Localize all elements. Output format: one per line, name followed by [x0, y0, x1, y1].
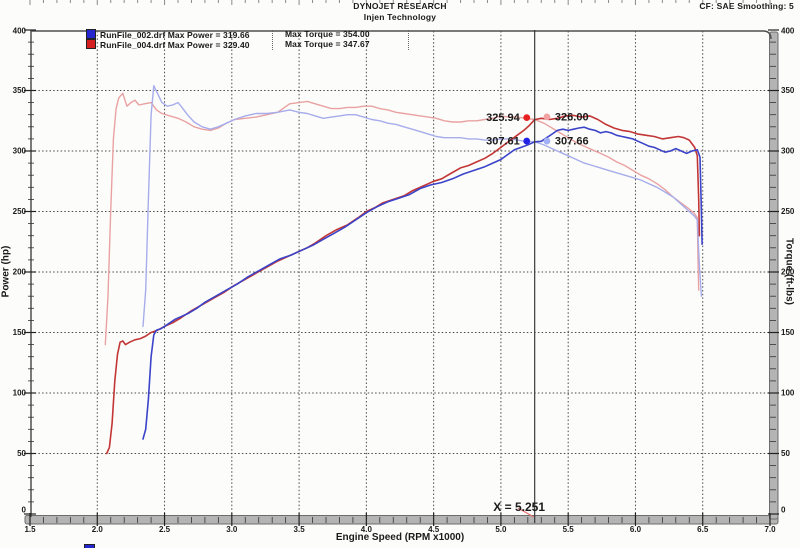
legend-max-torque: Max Torque = 347.67 [285, 39, 370, 49]
y-axis-tick-label: 150 [13, 328, 27, 337]
cursor-pointer-line [517, 507, 534, 518]
x-axis-tick-label: 6.5 [697, 525, 709, 534]
cursor-value-dot [543, 113, 551, 121]
series-runfile_004-drf-torque [104, 92, 700, 346]
y-axis-tick-label: 300 [781, 147, 795, 156]
cursor-value-label: 307.61 [486, 136, 520, 148]
x-axis-tick-label: 4.0 [361, 525, 373, 534]
x-axis-tick-label: 1.5 [24, 525, 36, 534]
legend-swatch-red [86, 39, 96, 49]
legend-column-divider [408, 30, 409, 50]
x-axis-title: Engine Speed (RPM x1000) [335, 532, 465, 543]
y-axis-tick-label: 150 [781, 328, 795, 337]
x-axis-tick-label: 2.5 [159, 525, 171, 534]
x-axis-tick-label: 3.0 [226, 525, 238, 534]
series-runfile_002-drf-torque [142, 84, 703, 328]
cursor-value-dot [523, 114, 531, 122]
y-axis-tick-label: 250 [781, 207, 795, 216]
y-axis-tick-label: 300 [13, 147, 27, 156]
y-axis-tick-label: 50 [781, 449, 790, 458]
x-axis-tick-label: 5.5 [563, 525, 575, 534]
legend-label: RunFile_002.drf Max Power = 319.66 [100, 30, 250, 40]
report-title: DYNOJET RESEARCH [353, 1, 447, 11]
y-axis-tick-label: 350 [13, 86, 27, 95]
cursor-value-dot [523, 137, 531, 145]
series-runfile_002-drf-power [142, 126, 703, 440]
legend-row-runfile-002[interactable]: RunFile_002.drf Max Power = 319.66 Max T… [86, 29, 370, 40]
right-axis-band [769, 31, 779, 520]
correction-smoothing-info: CF: SAE Smoothing: 5 [699, 1, 794, 11]
x-axis-tick-label: 3.5 [294, 525, 306, 534]
legend-max-torque: Max Torque = 354.00 [285, 29, 370, 39]
x-axis-tick-label: 4.5 [428, 525, 440, 534]
x-axis-tick-label: 7.0 [764, 525, 776, 534]
y-axis-right-title: Torque (ft-lbs) [783, 237, 795, 306]
cursor-value-dot [543, 137, 551, 145]
series-runfile_004-drf-power [105, 114, 701, 455]
x-axis-tick-label: 5.0 [495, 525, 507, 534]
y-axis-tick-label: 50 [17, 449, 26, 458]
legend-label: RunFile_004.drf Max Power = 329.40 [100, 40, 250, 50]
report-subtitle: Injen Technology [363, 12, 437, 22]
y-axis-tick-label: 400 [781, 27, 795, 36]
cursor-value-label: 325.94 [486, 112, 521, 124]
legend-column-divider [272, 30, 273, 50]
cutoff-legend-swatch [84, 544, 95, 548]
x-axis-tick-label: 2.0 [92, 525, 104, 534]
legend-row-runfile-004[interactable]: RunFile_004.drf Max Power = 329.40 Max T… [86, 39, 370, 50]
y-axis-tick-label: 100 [781, 389, 795, 398]
x-axis-band [24, 515, 779, 525]
y-axis-tick-label: 100 [13, 389, 27, 398]
y-axis-tick-label: 200 [781, 268, 795, 277]
x-axis-tick-label: 6.0 [630, 525, 642, 534]
cursor-value-label: 307.66 [555, 136, 589, 148]
y-axis-tick-label: 350 [781, 86, 795, 95]
y-axis-tick-label: 200 [13, 268, 27, 277]
cursor-x-readout: X = 5.251 [493, 500, 545, 514]
y-axis-tick-label: 250 [13, 207, 27, 216]
cursor-value-label: 326.00 [555, 111, 589, 123]
y-axis-tick-label: 400 [13, 27, 27, 36]
y-axis-tick-label: 0 [781, 506, 786, 515]
y-axis-tick-label: 0 [22, 506, 27, 515]
y-axis-left-title: Power (hp) [0, 245, 12, 298]
legend-swatch-blue [86, 29, 96, 39]
plot-frame-line [30, 30, 772, 517]
